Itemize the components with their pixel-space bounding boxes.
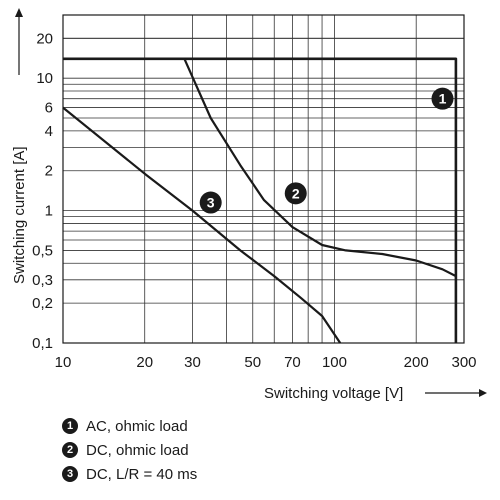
x-tick-label: 30 [184,354,201,371]
y-axis-arrowhead [15,8,23,17]
marker-label: 3 [207,195,215,211]
marker-circle [284,182,307,205]
y-tick-label: 0,5 [32,242,53,259]
curves [62,57,458,344]
switching-capacity-chart: 10 20 30 50 70 100 200 3000,10,20,30,512461020 … [11,8,487,402]
y-tick-label: 0,2 [32,295,53,312]
y-axis-label: Switching current [A] [11,146,28,284]
y-tick-label: 0,3 [32,272,53,289]
x-axis-label: Switching voltage [V] [264,385,403,402]
y-tick-label: 0,1 [32,335,53,352]
y-tick-label: 6 [45,100,53,117]
curve-2 [183,58,457,278]
curve-1 [63,57,458,343]
legend-item: 2 DC, ohmic load [62,438,197,462]
legend: 1 AC, ohmic load 2 DC, ohmic load 3 DC, … [62,414,197,486]
legend-marker-3: 3 [62,466,78,482]
legend-label-3: DC, L/R = 40 ms [86,465,198,483]
x-tick-label: 200 [404,354,429,371]
curve-marker-1: 1 [431,87,454,110]
axis-titles: Switching voltage [V] Switching current [… [11,8,487,402]
y-tick-label: 10 [36,70,53,87]
marker-circle [431,87,454,110]
x-tick-label: 300 [451,354,476,371]
y-tick-label: 2 [45,163,53,180]
x-tick-label: 20 [136,354,153,371]
legend-label-1: AC, ohmic load [86,417,188,435]
legend-marker-1: 1 [62,418,78,434]
curve-marker-2: 2 [284,182,307,205]
tick-labels: 10 20 30 50 70 100 200 300 0,1 0,2 0,3 0,5 1 2 4 6 10 20 [32,30,476,371]
marker-label: 2 [292,185,300,201]
x-tick-label: 70 [284,354,301,371]
x-tick-label: 10 [55,354,72,371]
plot-frame [62,14,465,344]
x-tick-label: 100 [322,354,347,371]
legend-item: 1 AC, ohmic load [62,414,197,438]
marker-label: 1 [439,91,447,107]
y-tick-label: 1 [45,203,53,220]
legend-label-2: DC, ohmic load [86,441,189,459]
x-axis-arrowhead [479,389,487,397]
legend-marker-2: 2 [62,442,78,458]
marker-circle [199,191,222,214]
curve-3 [62,106,342,344]
y-tick-label: 4 [45,123,53,140]
curve-marker-3: 3 [199,191,222,214]
curve-markers: 1 2 3 [199,87,454,214]
legend-item: 3 DC, L/R = 40 ms [62,462,197,486]
x-tick-label: 50 [244,354,261,371]
grid [62,14,465,344]
y-tick-label: 20 [36,30,53,47]
